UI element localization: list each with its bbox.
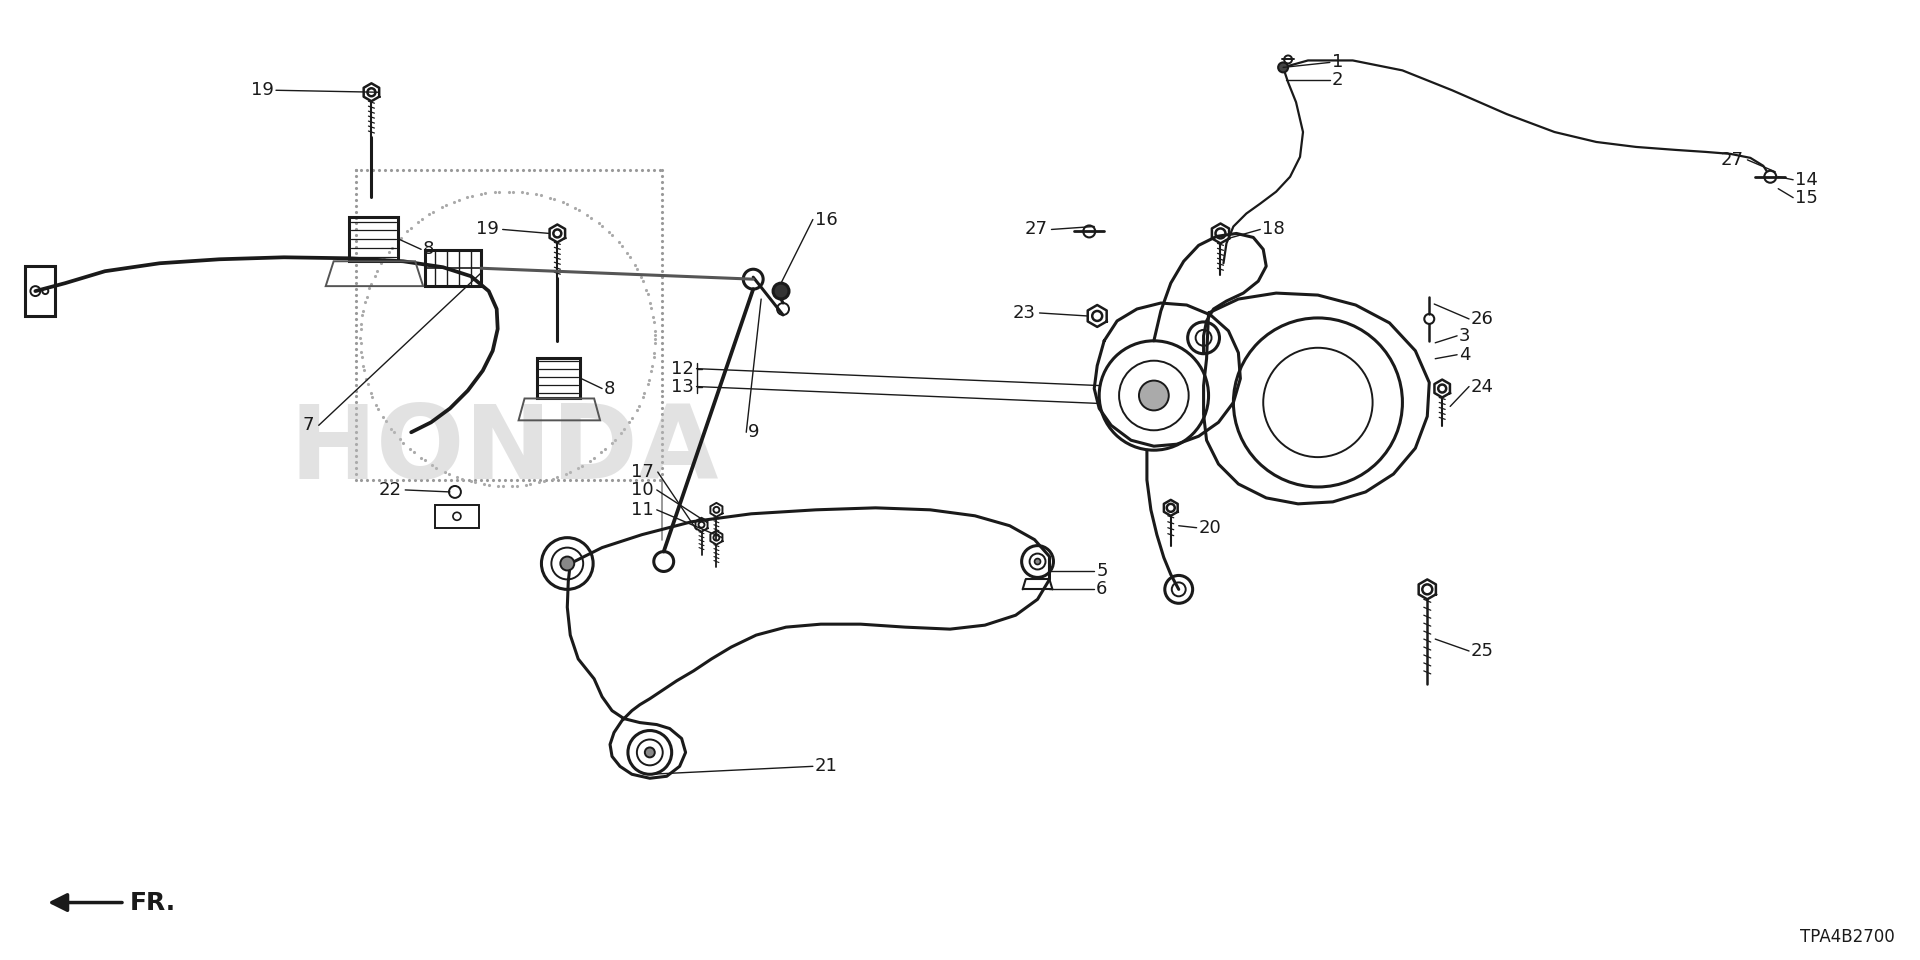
Text: 15: 15 [1795, 189, 1818, 206]
Circle shape [743, 269, 762, 289]
Text: 18: 18 [1261, 221, 1284, 238]
Text: HONDA: HONDA [290, 399, 720, 501]
Text: 4: 4 [1459, 346, 1471, 364]
Text: 9: 9 [749, 423, 760, 442]
Text: 6: 6 [1096, 581, 1108, 598]
Circle shape [645, 748, 655, 757]
Text: 27: 27 [1025, 221, 1048, 238]
Text: 7: 7 [301, 417, 313, 434]
Circle shape [1764, 171, 1776, 182]
Text: 26: 26 [1471, 310, 1494, 328]
Text: 23: 23 [1012, 304, 1035, 322]
Circle shape [1139, 380, 1169, 411]
Text: 12: 12 [670, 360, 693, 377]
Text: 3: 3 [1459, 326, 1471, 345]
Text: TPA4B2700: TPA4B2700 [1799, 928, 1895, 947]
Circle shape [1083, 226, 1094, 237]
Text: 16: 16 [814, 210, 837, 228]
Text: 17: 17 [632, 463, 655, 481]
Circle shape [561, 557, 574, 570]
Text: 19: 19 [252, 82, 275, 99]
Text: 11: 11 [632, 501, 655, 518]
Circle shape [774, 283, 789, 300]
Text: 5: 5 [1096, 563, 1108, 581]
Text: 21: 21 [814, 757, 837, 776]
Text: 22: 22 [378, 481, 401, 499]
Circle shape [1035, 559, 1041, 564]
Text: 1: 1 [1332, 54, 1344, 71]
Text: FR.: FR. [131, 891, 177, 915]
Text: 8: 8 [605, 379, 616, 397]
Text: 27: 27 [1720, 151, 1743, 169]
Text: 10: 10 [632, 481, 655, 499]
Text: 14: 14 [1795, 171, 1818, 189]
Text: 8: 8 [422, 240, 434, 258]
Circle shape [1279, 62, 1288, 72]
Text: 2: 2 [1332, 71, 1344, 89]
Text: 25: 25 [1471, 642, 1494, 660]
Text: 24: 24 [1471, 377, 1494, 396]
Text: 19: 19 [476, 221, 499, 238]
Text: 20: 20 [1198, 518, 1221, 537]
Circle shape [449, 486, 461, 498]
Circle shape [655, 552, 674, 571]
Text: 13: 13 [670, 377, 693, 396]
